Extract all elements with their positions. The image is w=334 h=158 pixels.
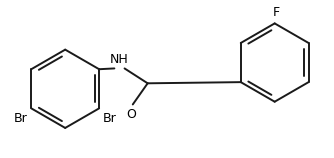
Text: O: O <box>126 108 136 121</box>
Text: F: F <box>273 6 280 19</box>
Text: Br: Br <box>14 112 27 125</box>
Text: NH: NH <box>110 53 129 66</box>
Text: Br: Br <box>103 112 117 125</box>
